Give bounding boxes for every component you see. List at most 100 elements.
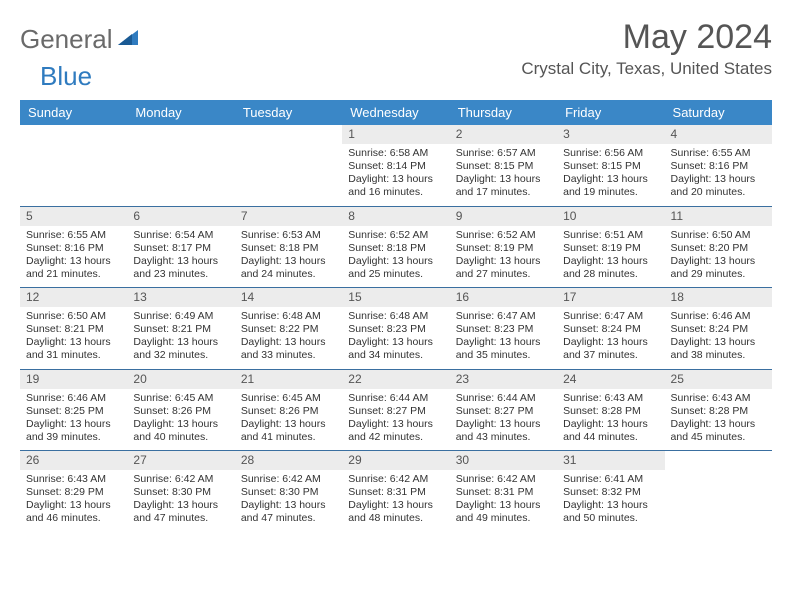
sunset-line: Sunset: 8:32 PM <box>563 486 658 499</box>
calendar-day-cell <box>665 451 772 532</box>
sunset-line: Sunset: 8:30 PM <box>241 486 336 499</box>
day-header: Friday <box>557 100 664 125</box>
sunrise-line: Sunrise: 6:53 AM <box>241 229 336 242</box>
calendar-week-row: 1Sunrise: 6:58 AMSunset: 8:14 PMDaylight… <box>20 125 772 206</box>
daylight-line-2: and 33 minutes. <box>241 349 336 362</box>
sunset-line: Sunset: 8:15 PM <box>563 160 658 173</box>
sunset-line: Sunset: 8:27 PM <box>348 405 443 418</box>
daylight-line-1: Daylight: 13 hours <box>671 173 766 186</box>
daylight-line-2: and 19 minutes. <box>563 186 658 199</box>
daylight-line-1: Daylight: 13 hours <box>26 336 121 349</box>
day-header: Sunday <box>20 100 127 125</box>
calendar-header-row: SundayMondayTuesdayWednesdayThursdayFrid… <box>20 100 772 125</box>
sunrise-line: Sunrise: 6:44 AM <box>348 392 443 405</box>
day-number: 6 <box>127 207 234 226</box>
day-header: Thursday <box>450 100 557 125</box>
day-header: Tuesday <box>235 100 342 125</box>
day-number: 30 <box>450 451 557 470</box>
sunset-line: Sunset: 8:29 PM <box>26 486 121 499</box>
sunrise-line: Sunrise: 6:45 AM <box>241 392 336 405</box>
logo: General <box>20 24 142 55</box>
daylight-line-2: and 47 minutes. <box>133 512 228 525</box>
day-number: 21 <box>235 370 342 389</box>
daylight-line-1: Daylight: 13 hours <box>26 255 121 268</box>
daylight-line-1: Daylight: 13 hours <box>241 418 336 431</box>
day-number: 29 <box>342 451 449 470</box>
daylight-line-1: Daylight: 13 hours <box>563 499 658 512</box>
day-number: 10 <box>557 207 664 226</box>
sunset-line: Sunset: 8:28 PM <box>671 405 766 418</box>
day-number: 27 <box>127 451 234 470</box>
daylight-line-1: Daylight: 13 hours <box>26 499 121 512</box>
daylight-line-1: Daylight: 13 hours <box>241 255 336 268</box>
logo-text-general: General <box>20 24 113 55</box>
daylight-line-2: and 35 minutes. <box>456 349 551 362</box>
sunset-line: Sunset: 8:18 PM <box>241 242 336 255</box>
calendar-day-cell: 20Sunrise: 6:45 AMSunset: 8:26 PMDayligh… <box>127 369 234 451</box>
day-number: 7 <box>235 207 342 226</box>
calendar-day-cell: 13Sunrise: 6:49 AMSunset: 8:21 PMDayligh… <box>127 288 234 370</box>
calendar-body: 1Sunrise: 6:58 AMSunset: 8:14 PMDaylight… <box>20 125 772 532</box>
daylight-line-2: and 42 minutes. <box>348 431 443 444</box>
sunrise-line: Sunrise: 6:50 AM <box>671 229 766 242</box>
day-number: 20 <box>127 370 234 389</box>
daylight-line-2: and 48 minutes. <box>348 512 443 525</box>
sunset-line: Sunset: 8:31 PM <box>456 486 551 499</box>
calendar-week-row: 26Sunrise: 6:43 AMSunset: 8:29 PMDayligh… <box>20 451 772 532</box>
day-number: 11 <box>665 207 772 226</box>
daylight-line-2: and 24 minutes. <box>241 268 336 281</box>
sunset-line: Sunset: 8:31 PM <box>348 486 443 499</box>
daylight-line-2: and 47 minutes. <box>241 512 336 525</box>
calendar-day-cell: 21Sunrise: 6:45 AMSunset: 8:26 PMDayligh… <box>235 369 342 451</box>
daylight-line-2: and 17 minutes. <box>456 186 551 199</box>
sunrise-line: Sunrise: 6:50 AM <box>26 310 121 323</box>
daylight-line-1: Daylight: 13 hours <box>133 499 228 512</box>
daylight-line-1: Daylight: 13 hours <box>563 255 658 268</box>
daylight-line-2: and 50 minutes. <box>563 512 658 525</box>
daylight-line-1: Daylight: 13 hours <box>456 336 551 349</box>
sunset-line: Sunset: 8:18 PM <box>348 242 443 255</box>
day-number: 31 <box>557 451 664 470</box>
sunrise-line: Sunrise: 6:48 AM <box>348 310 443 323</box>
daylight-line-1: Daylight: 13 hours <box>241 336 336 349</box>
calendar-day-cell: 29Sunrise: 6:42 AMSunset: 8:31 PMDayligh… <box>342 451 449 532</box>
daylight-line-1: Daylight: 13 hours <box>348 499 443 512</box>
day-number: 2 <box>450 125 557 144</box>
logo-triangle-icon <box>118 28 140 51</box>
daylight-line-2: and 34 minutes. <box>348 349 443 362</box>
day-header: Wednesday <box>342 100 449 125</box>
calendar-day-cell: 31Sunrise: 6:41 AMSunset: 8:32 PMDayligh… <box>557 451 664 532</box>
calendar-table: SundayMondayTuesdayWednesdayThursdayFrid… <box>20 100 772 532</box>
daylight-line-1: Daylight: 13 hours <box>241 499 336 512</box>
daylight-line-1: Daylight: 13 hours <box>563 173 658 186</box>
day-number: 9 <box>450 207 557 226</box>
daylight-line-2: and 27 minutes. <box>456 268 551 281</box>
calendar-day-cell: 6Sunrise: 6:54 AMSunset: 8:17 PMDaylight… <box>127 206 234 288</box>
day-number: 28 <box>235 451 342 470</box>
calendar-day-cell: 9Sunrise: 6:52 AMSunset: 8:19 PMDaylight… <box>450 206 557 288</box>
calendar-day-cell: 25Sunrise: 6:43 AMSunset: 8:28 PMDayligh… <box>665 369 772 451</box>
sunset-line: Sunset: 8:27 PM <box>456 405 551 418</box>
logo-text-blue: Blue <box>40 61 92 92</box>
calendar-day-cell: 11Sunrise: 6:50 AMSunset: 8:20 PMDayligh… <box>665 206 772 288</box>
calendar-day-cell: 10Sunrise: 6:51 AMSunset: 8:19 PMDayligh… <box>557 206 664 288</box>
day-number: 8 <box>342 207 449 226</box>
daylight-line-1: Daylight: 13 hours <box>348 173 443 186</box>
calendar-day-cell: 12Sunrise: 6:50 AMSunset: 8:21 PMDayligh… <box>20 288 127 370</box>
day-number: 3 <box>557 125 664 144</box>
title-block: May 2024 Crystal City, Texas, United Sta… <box>521 18 772 79</box>
day-number: 22 <box>342 370 449 389</box>
sunrise-line: Sunrise: 6:42 AM <box>456 473 551 486</box>
daylight-line-1: Daylight: 13 hours <box>133 255 228 268</box>
calendar-day-cell: 22Sunrise: 6:44 AMSunset: 8:27 PMDayligh… <box>342 369 449 451</box>
sunrise-line: Sunrise: 6:43 AM <box>26 473 121 486</box>
calendar-day-cell: 3Sunrise: 6:56 AMSunset: 8:15 PMDaylight… <box>557 125 664 206</box>
location-text: Crystal City, Texas, United States <box>521 59 772 79</box>
daylight-line-2: and 28 minutes. <box>563 268 658 281</box>
calendar-day-cell: 15Sunrise: 6:48 AMSunset: 8:23 PMDayligh… <box>342 288 449 370</box>
sunset-line: Sunset: 8:26 PM <box>133 405 228 418</box>
daylight-line-1: Daylight: 13 hours <box>671 255 766 268</box>
daylight-line-2: and 16 minutes. <box>348 186 443 199</box>
sunrise-line: Sunrise: 6:48 AM <box>241 310 336 323</box>
daylight-line-2: and 45 minutes. <box>671 431 766 444</box>
